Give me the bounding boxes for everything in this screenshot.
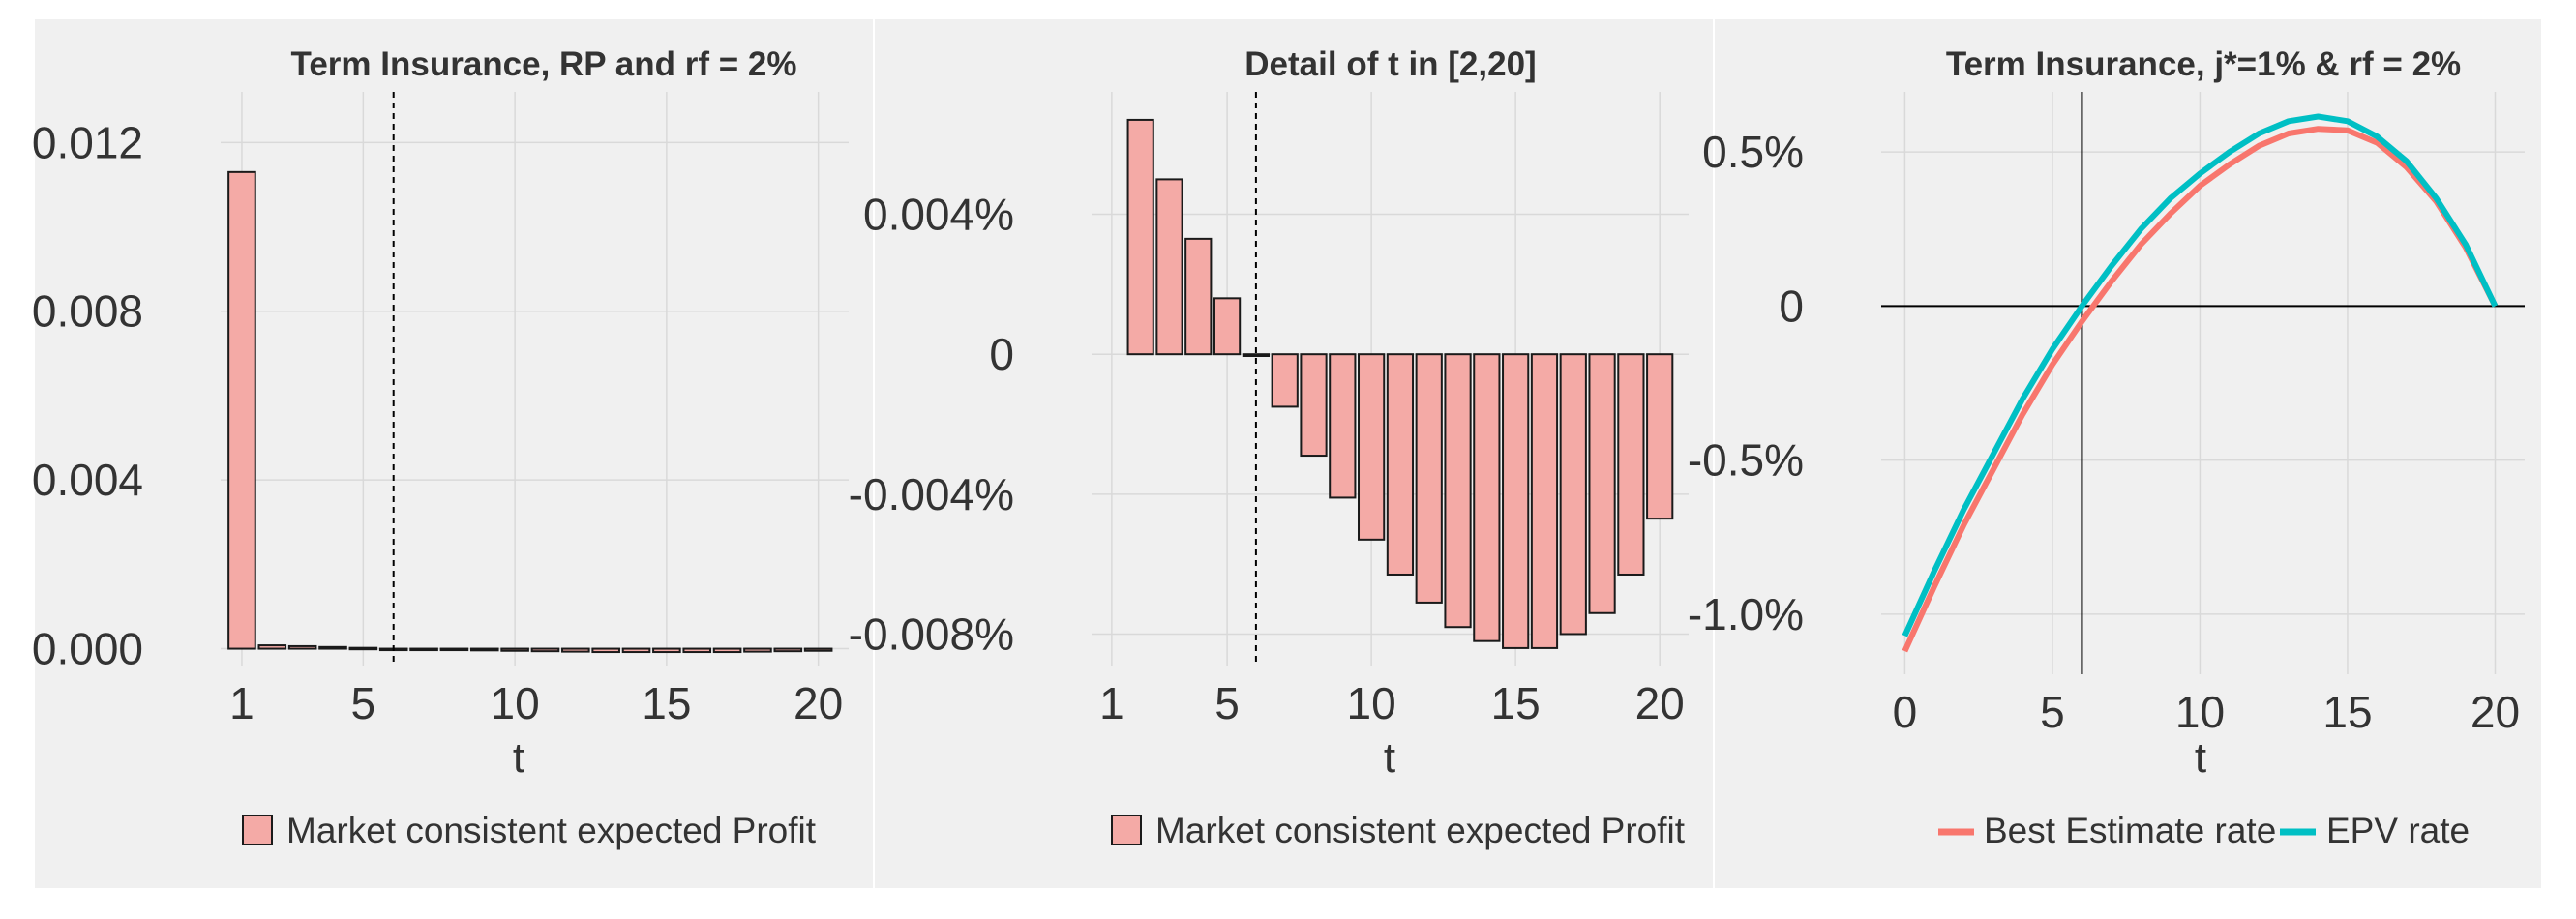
bar-t-16 xyxy=(682,647,712,654)
bar-t-19 xyxy=(773,647,803,653)
x-tick-label: 1 xyxy=(229,678,255,728)
y-tick-label: 0.004% xyxy=(863,190,1014,240)
panel-background xyxy=(1715,19,2541,888)
legend: Market consistent expected Profit xyxy=(242,811,817,850)
legend-label-epv: EPV rate xyxy=(2326,811,2470,850)
bars xyxy=(1126,118,1674,649)
bar-t-5 xyxy=(348,646,378,651)
bars xyxy=(227,170,833,654)
x-tick-label: 20 xyxy=(1635,678,1685,728)
bar-t-16 xyxy=(1530,353,1559,649)
y-tick-label: 0.5% xyxy=(1702,127,1804,177)
legend: Market consistent expected Profit xyxy=(1111,811,1686,850)
x-tick-label: 5 xyxy=(2040,687,2065,737)
legend-label: Market consistent expected Profit xyxy=(286,811,817,850)
x-axis-label: t xyxy=(1384,734,1395,782)
x-axis-label: t xyxy=(513,734,524,782)
y-tick-label: -0.004% xyxy=(849,469,1014,519)
legend-key-bar xyxy=(242,815,273,845)
series-line-epv xyxy=(1902,113,2499,637)
panel-background xyxy=(875,19,1713,888)
y-tick-label: 0.004 xyxy=(32,455,143,505)
chart-panel-rates: Term Insurance, j*=1% & rf = 2% -1.0% -0.… xyxy=(1688,19,2541,888)
bar-t-11 xyxy=(1386,353,1415,576)
y-tick-label: 0 xyxy=(1779,281,1804,331)
bar-t-17 xyxy=(1559,353,1587,636)
bar-t-19 xyxy=(1617,353,1645,576)
bar-t-18 xyxy=(1588,353,1616,614)
x-tick-label: 20 xyxy=(794,678,843,728)
x-tick-label: 20 xyxy=(2471,687,2520,737)
x-tick-label: 15 xyxy=(642,678,691,728)
bar-t-15 xyxy=(1502,353,1530,649)
y-tick-label: 0.012 xyxy=(32,117,143,167)
bar-t-6 xyxy=(1242,353,1271,357)
y-tick-label: -0.5% xyxy=(1688,435,1804,486)
chart-panel-term-insurance-rp: Term Insurance, RP and rf = 2% 0.0000.00… xyxy=(32,19,873,888)
bar-t-5 xyxy=(1213,297,1242,356)
chart-panel-detail: Detail of t in [2,20] -0.008% -0.004% 0 0.0… xyxy=(849,19,1713,888)
bar-t-10 xyxy=(500,647,529,652)
bar-t-2 xyxy=(257,644,287,650)
bar-t-17 xyxy=(712,647,742,654)
chart-title: Term Insurance, RP and rf = 2% xyxy=(291,45,797,83)
x-tick-label: 0 xyxy=(1893,687,1918,737)
y-axis-ticks: -0.008% -0.004% 0 0.004% xyxy=(849,190,1014,660)
bar-t-2 xyxy=(1126,118,1154,356)
bar-t-4 xyxy=(318,645,347,650)
x-axis-label: t xyxy=(2195,734,2206,782)
y-tick-label: 0 xyxy=(989,329,1014,379)
y-axis-ticks: -1.0% -0.5% 0 0.5% xyxy=(1688,127,1804,639)
bar-t-15 xyxy=(652,647,681,654)
series-lines xyxy=(1902,113,2499,653)
x-axis-ticks: 1 5 10 15 20 xyxy=(229,678,843,728)
bar-t-10 xyxy=(1358,353,1386,541)
bar-t-3 xyxy=(287,644,317,650)
chart-title: Term Insurance, j*=1% & rf = 2% xyxy=(1946,45,2461,83)
x-axis-ticks: 0 5 10 15 20 xyxy=(1893,687,2520,737)
chart-title: Detail of t in [2,20] xyxy=(1244,45,1536,83)
bar-t-1 xyxy=(227,170,256,650)
bar-t-18 xyxy=(743,647,772,653)
x-tick-label: 10 xyxy=(491,678,540,728)
y-tick-label: -0.008% xyxy=(849,608,1014,659)
bar-t-7 xyxy=(1271,353,1299,408)
bar-t-11 xyxy=(530,647,560,653)
x-tick-label: 5 xyxy=(351,678,376,728)
x-tick-label: 10 xyxy=(2175,687,2225,737)
bar-t-12 xyxy=(561,647,590,653)
legend: Best Estimate rate EPV rate xyxy=(1938,811,2470,850)
x-tick-label: 15 xyxy=(1491,678,1541,728)
legend-key-bar xyxy=(1111,815,1142,845)
x-tick-label: 15 xyxy=(2322,687,2372,737)
bar-t-13 xyxy=(591,647,620,654)
legend-label: Market consistent expected Profit xyxy=(1155,811,1686,850)
x-tick-label: 5 xyxy=(1214,678,1240,728)
bar-t-14 xyxy=(621,647,651,654)
y-tick-label: 0.000 xyxy=(32,624,143,674)
bar-t-7 xyxy=(409,647,438,652)
x-axis-ticks: 1 5 10 15 20 xyxy=(1099,678,1685,728)
panel-background xyxy=(35,19,873,888)
bar-t-4 xyxy=(1184,237,1213,356)
reference-lines xyxy=(1881,92,2525,674)
bar-t-9 xyxy=(1329,353,1357,499)
bar-t-3 xyxy=(1155,178,1183,356)
y-tick-label: -1.0% xyxy=(1688,589,1804,639)
series-line-best-estimate xyxy=(1902,126,2499,653)
legend-label-best-estimate: Best Estimate rate xyxy=(1984,811,2276,850)
bar-t-9 xyxy=(469,647,499,652)
bar-t-20 xyxy=(803,647,833,652)
bar-t-20 xyxy=(1646,353,1674,520)
bar-t-12 xyxy=(1415,353,1443,604)
y-tick-label: 0.008 xyxy=(32,286,143,337)
x-tick-label: 1 xyxy=(1099,678,1124,728)
bar-t-8 xyxy=(439,647,469,652)
y-axis-ticks: 0.000 0.004 0.008 0.012 xyxy=(32,117,143,673)
x-tick-label: 10 xyxy=(1347,678,1396,728)
bar-t-13 xyxy=(1444,353,1472,629)
bar-t-8 xyxy=(1300,353,1328,458)
bar-t-14 xyxy=(1473,353,1501,642)
